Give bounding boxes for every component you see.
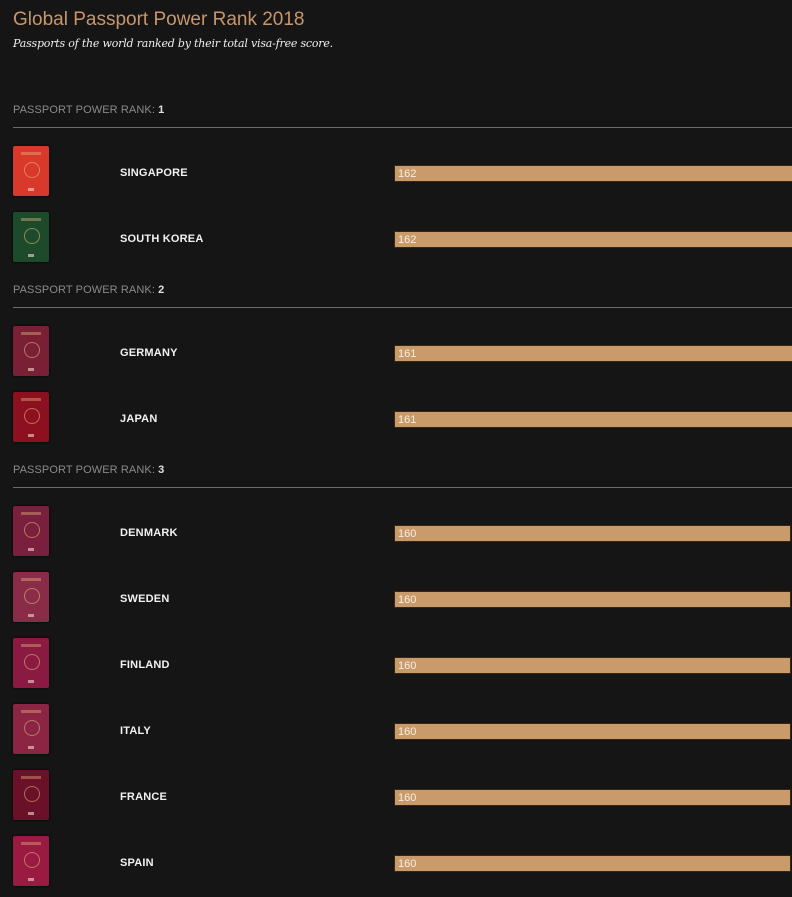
rank-group-rows: GERMANY 161 JAPAN 161	[0, 308, 792, 453]
passport-image	[13, 770, 49, 820]
score-value: 162	[398, 234, 417, 246]
score-value: 160	[398, 726, 417, 738]
score-value: 160	[398, 792, 417, 804]
page-title: Global Passport Power Rank 2018	[13, 9, 305, 30]
rank-group-rows: DENMARK 160 SWEDEN 160 FINLAND 160	[0, 488, 792, 897]
passport-image	[13, 572, 49, 622]
passport-image	[13, 704, 49, 754]
passport-image	[13, 212, 49, 262]
score-bar: 162	[394, 231, 792, 248]
biometric-chip-icon	[28, 254, 34, 257]
biometric-chip-icon	[28, 434, 34, 437]
passport-crest-icon	[24, 228, 40, 244]
rank-label: PASSPORT POWER RANK: 2	[13, 284, 165, 296]
country-row[interactable]: DENMARK 160	[0, 501, 792, 567]
passport-rank-chart: PASSPORT POWER RANK: 1 SINGAPORE 162 SOU…	[0, 93, 792, 897]
biometric-chip-icon	[28, 812, 34, 815]
biometric-chip-icon	[28, 368, 34, 371]
biometric-chip-icon	[28, 614, 34, 617]
country-name: SOUTH KOREA	[120, 233, 204, 245]
score-value: 160	[398, 660, 417, 672]
passport-text-band	[21, 644, 41, 647]
rank-number: 3	[158, 464, 165, 476]
passport-crest-icon	[24, 852, 40, 868]
passport-text-band	[21, 398, 41, 401]
rank-number: 1	[158, 104, 165, 116]
country-row[interactable]: SWEDEN 160	[0, 567, 792, 633]
passport-image	[13, 836, 49, 886]
score-value: 161	[398, 348, 417, 360]
rank-section-header: PASSPORT POWER RANK: 3	[13, 453, 792, 488]
passport-text-band	[21, 152, 41, 155]
biometric-chip-icon	[28, 548, 34, 551]
score-bar: 160	[394, 591, 792, 608]
score-bar: 160	[394, 789, 792, 806]
passport-crest-icon	[24, 522, 40, 538]
country-name: SINGAPORE	[120, 167, 188, 179]
rank-group-rows: SINGAPORE 162 SOUTH KOREA 162	[0, 128, 792, 273]
header: Global Passport Power Rank 2018 Passport…	[0, 0, 792, 93]
rank-label: PASSPORT POWER RANK: 1	[13, 104, 165, 116]
passport-crest-icon	[24, 162, 40, 178]
biometric-chip-icon	[28, 746, 34, 749]
score-bar: 161	[394, 411, 792, 428]
rank-label: PASSPORT POWER RANK: 3	[13, 464, 165, 476]
rank-section-header: PASSPORT POWER RANK: 1	[13, 93, 792, 128]
passport-crest-icon	[24, 720, 40, 736]
country-row[interactable]: FINLAND 160	[0, 633, 792, 699]
passport-image	[13, 326, 49, 376]
country-name: FRANCE	[120, 791, 168, 803]
passport-text-band	[21, 218, 41, 221]
country-row[interactable]: SINGAPORE 162	[0, 141, 792, 207]
country-row[interactable]: SPAIN 160	[0, 831, 792, 897]
passport-text-band	[21, 776, 41, 779]
country-row[interactable]: SOUTH KOREA 162	[0, 207, 792, 273]
country-name: ITALY	[120, 725, 151, 737]
country-name: FINLAND	[120, 659, 170, 671]
passport-image	[13, 392, 49, 442]
passport-text-band	[21, 332, 41, 335]
biometric-chip-icon	[28, 878, 34, 881]
score-value: 160	[398, 858, 417, 870]
rank-section-header: PASSPORT POWER RANK: 2	[13, 273, 792, 308]
page-subtitle: Passports of the world ranked by their t…	[13, 37, 333, 50]
country-name: GERMANY	[120, 347, 178, 359]
rank-number: 2	[158, 284, 165, 296]
country-name: SPAIN	[120, 857, 154, 869]
passport-text-band	[21, 512, 41, 515]
score-value: 162	[398, 168, 417, 180]
passport-text-band	[21, 578, 41, 581]
score-value: 161	[398, 414, 417, 426]
country-row[interactable]: FRANCE 160	[0, 765, 792, 831]
passport-image	[13, 638, 49, 688]
biometric-chip-icon	[28, 188, 34, 191]
country-name: DENMARK	[120, 527, 178, 539]
biometric-chip-icon	[28, 680, 34, 683]
passport-crest-icon	[24, 408, 40, 424]
score-bar: 160	[394, 855, 792, 872]
score-value: 160	[398, 594, 417, 606]
score-bar: 161	[394, 345, 792, 362]
passport-text-band	[21, 710, 41, 713]
passport-text-band	[21, 842, 41, 845]
score-bar: 162	[394, 165, 792, 182]
country-row[interactable]: ITALY 160	[0, 699, 792, 765]
passport-crest-icon	[24, 342, 40, 358]
country-row[interactable]: JAPAN 161	[0, 387, 792, 453]
score-bar: 160	[394, 657, 792, 674]
passport-crest-icon	[24, 588, 40, 604]
passport-image	[13, 506, 49, 556]
passport-crest-icon	[24, 654, 40, 670]
country-name: JAPAN	[120, 413, 158, 425]
score-bar: 160	[394, 525, 792, 542]
country-row[interactable]: GERMANY 161	[0, 321, 792, 387]
score-bar: 160	[394, 723, 792, 740]
passport-crest-icon	[24, 786, 40, 802]
passport-image	[13, 146, 49, 196]
country-name: SWEDEN	[120, 593, 170, 605]
score-value: 160	[398, 528, 417, 540]
